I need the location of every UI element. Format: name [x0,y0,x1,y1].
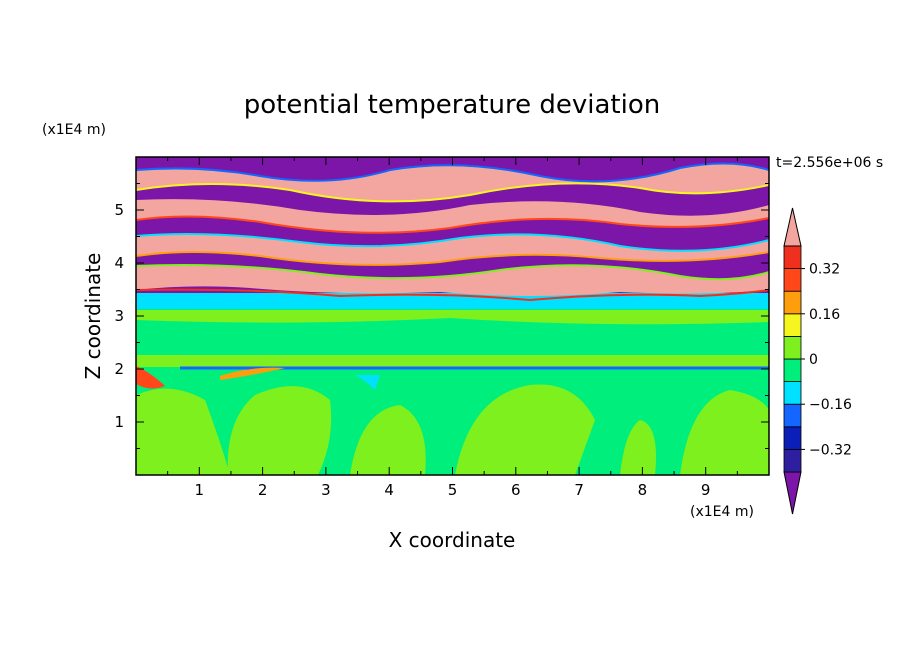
x-tick-label: 6 [511,481,521,499]
warm-patch-left [136,366,165,389]
plot-frame: 1 2 3 4 5 6 7 8 9 1 2 3 4 5 [114,156,770,499]
colorbar-bin [783,426,802,450]
colorbar-tick-label: 0 [809,352,818,368]
colorbar-bin [783,403,802,428]
x-unit-label: (x1E4 m) [690,504,754,520]
colorbar-tick-label: −0.16 [809,397,852,413]
region-green-light-6 [680,390,769,475]
colorbar-tick-label: −0.32 [809,442,852,458]
colorbar-tick-label: 0.32 [809,262,840,278]
x-tick-label: 7 [574,481,584,499]
red-boundary-1 [136,215,769,234]
y-unit-label: (x1E4 m) [42,122,106,138]
colorbar-bin [783,268,802,292]
pink-layer-2 [136,199,769,233]
colorbar-bin [783,448,802,473]
region-green-light-1 [136,388,230,475]
colorbar-bin [783,313,802,337]
y-tick-label: 1 [114,413,124,431]
cyan-patch [355,375,380,390]
colorbar-bin [783,381,802,405]
y-axis-label: Z coordinate [81,253,105,380]
red-boundary-2 [136,288,769,302]
warm-patch-mid [220,367,285,380]
colorbar-bin [783,358,802,383]
x-tick-label: 2 [258,481,268,499]
y-tick-label: 4 [114,254,124,272]
contour-field [136,157,769,475]
colorbar: 0.32 0.16 0 −0.16 −0.32 [783,207,852,515]
region-green-light-5 [620,420,656,475]
region-green-light-8 [136,310,769,325]
colorbar-bin [783,335,802,360]
y-tick-label: 2 [114,360,124,378]
x-tick-label: 4 [384,481,394,499]
blue-boundary-1 [136,162,769,183]
chart-title: potential temperature deviation [244,90,660,120]
colorbar-bin [783,245,802,270]
cyan-layer [136,292,769,309]
pink-layer-4 [136,265,769,296]
x-tick-label: 1 [195,481,205,499]
colorbar-max-arrow [783,207,802,247]
time-label: t=2.556e+06 s [776,155,883,171]
x-tick-label: 5 [448,481,458,499]
colorbar-bin [783,290,802,315]
y-tick-label: 5 [114,201,124,219]
y-axis-ticks: 1 2 3 4 5 [114,156,769,476]
yellow-boundary-1 [136,182,769,203]
x-tick-label: 3 [321,481,331,499]
colorbar-tick-label: 0.16 [809,307,840,323]
orange-boundary-1 [136,251,769,266]
x-axis-ticks: 1 2 3 4 5 6 7 8 9 [135,157,770,499]
x-tick-label: 9 [701,481,711,499]
green-boundary-1 [136,264,769,281]
cyan-boundary-1 [136,233,769,252]
region-green-light-2 [227,386,332,475]
region-green-light-4 [455,384,595,475]
x-axis-label: X coordinate [389,528,516,552]
x-tick-label: 8 [638,481,648,499]
colorbar-min-arrow [783,471,802,515]
y-tick-label: 3 [114,307,124,325]
pink-layer-1 [136,163,769,202]
region-green-light-7 [136,355,769,367]
region-green-light-3 [350,405,426,475]
